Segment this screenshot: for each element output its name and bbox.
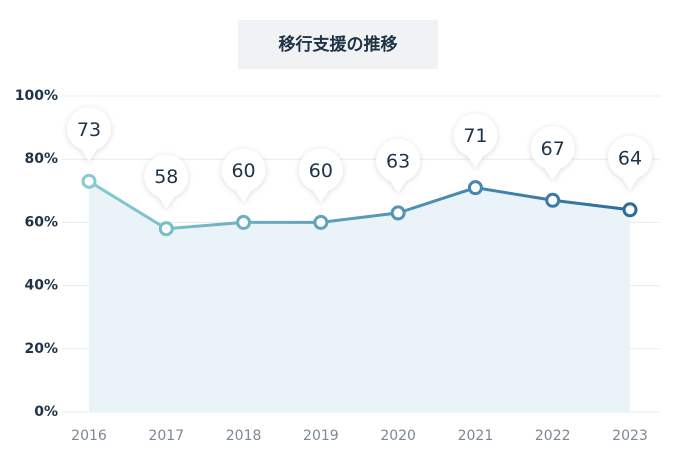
area	[89, 181, 630, 412]
callout	[144, 154, 189, 209]
callout	[376, 138, 421, 193]
y-tick-label: 80%	[24, 151, 58, 167]
data-point	[313, 214, 329, 230]
value-label: 60	[309, 160, 333, 182]
x-tick-label: 2019	[303, 428, 339, 444]
y-tick-label: 40%	[24, 278, 58, 294]
data-point	[545, 192, 561, 208]
y-tick-label: 100%	[15, 88, 58, 104]
x-tick-label: 2023	[612, 428, 648, 444]
value-label: 67	[541, 138, 565, 160]
y-tick-label: 0%	[34, 404, 58, 420]
x-tick-label: 2016	[71, 428, 107, 444]
callout	[608, 135, 652, 190]
value-label: 73	[77, 119, 101, 141]
data-point	[158, 221, 174, 237]
y-tick-label: 20%	[24, 341, 58, 357]
x-tick-label: 2018	[226, 428, 262, 444]
chart-title: 移行支援の推移	[279, 34, 398, 55]
value-label: 64	[618, 147, 642, 169]
data-point	[390, 205, 406, 221]
x-tick-label: 2022	[535, 428, 571, 444]
data-point	[236, 214, 252, 230]
value-label: 63	[386, 150, 410, 172]
callout	[453, 113, 498, 168]
line	[88, 180, 631, 231]
value-label: 60	[231, 160, 255, 182]
title-box	[238, 20, 438, 69]
callout	[67, 107, 111, 162]
value-label: 58	[154, 166, 178, 188]
value-label: 71	[463, 125, 487, 147]
x-tick-label: 2020	[380, 428, 416, 444]
callout	[298, 148, 343, 203]
data-point	[81, 173, 97, 189]
x-tick-label: 2017	[148, 428, 184, 444]
data-point	[622, 202, 638, 218]
callout	[221, 148, 266, 203]
callout	[530, 126, 575, 181]
data-point	[467, 180, 483, 196]
x-tick-label: 2021	[458, 428, 494, 444]
y-tick-label: 60%	[24, 214, 58, 230]
